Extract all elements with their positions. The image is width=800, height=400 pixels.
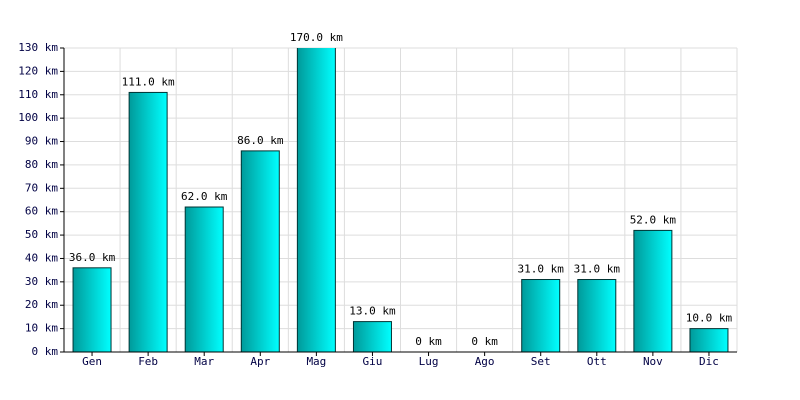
value-label: 10.0 km [686,312,733,325]
bar [296,48,336,352]
value-label: 31.0 km [518,263,565,276]
value-label: 0 km [415,335,442,348]
x-tick-label: Gen [82,355,102,368]
y-tick-label: 40 km [25,251,58,264]
bar [128,91,168,352]
x-tick-label: Nov [643,355,663,368]
bar [689,328,729,352]
y-tick-label: 100 km [18,111,58,124]
bar [521,279,561,352]
y-tick-label: 50 km [25,228,58,241]
y-tick-label: 120 km [18,64,58,77]
y-tick-label: 90 km [25,135,58,148]
bar [633,229,673,352]
y-tick-label: 110 km [18,88,58,101]
y-tick-label: 30 km [25,275,58,288]
value-label: 13.0 km [349,305,396,318]
y-tick-label: 20 km [25,298,58,311]
x-tick-label: Lug [419,355,439,368]
value-label: 86.0 km [237,134,284,147]
x-tick-label: Feb [138,355,158,368]
y-tick-label: 70 km [25,181,58,194]
value-label: 111.0 km [122,75,175,88]
y-tick-label: 80 km [25,158,58,171]
x-tick-label: Giu [363,355,383,368]
value-label: 0 km [471,335,498,348]
y-tick-label: 130 km [18,41,58,54]
bar [184,206,224,352]
value-label: 31.0 km [574,263,621,276]
x-tick-label: Apr [250,355,270,368]
bar [577,279,617,352]
x-tick-label: Ago [475,355,495,368]
y-tick-label: 60 km [25,205,58,218]
value-label: 62.0 km [181,190,228,203]
x-tick-label: Dic [699,355,719,368]
value-label: 36.0 km [69,251,116,264]
x-tick-label: Mar [194,355,214,368]
x-tick-label: Mag [306,355,326,368]
y-tick-label: 0 km [32,345,59,358]
bar [240,150,280,352]
x-tick-label: Set [531,355,551,368]
bars [72,48,729,352]
value-label: 170.0 km [290,31,343,44]
y-tick-label: 10 km [25,322,58,335]
x-tick-label: Ott [587,355,607,368]
value-label: 52.0 km [630,213,677,226]
bar [352,321,392,352]
bar [72,267,112,352]
